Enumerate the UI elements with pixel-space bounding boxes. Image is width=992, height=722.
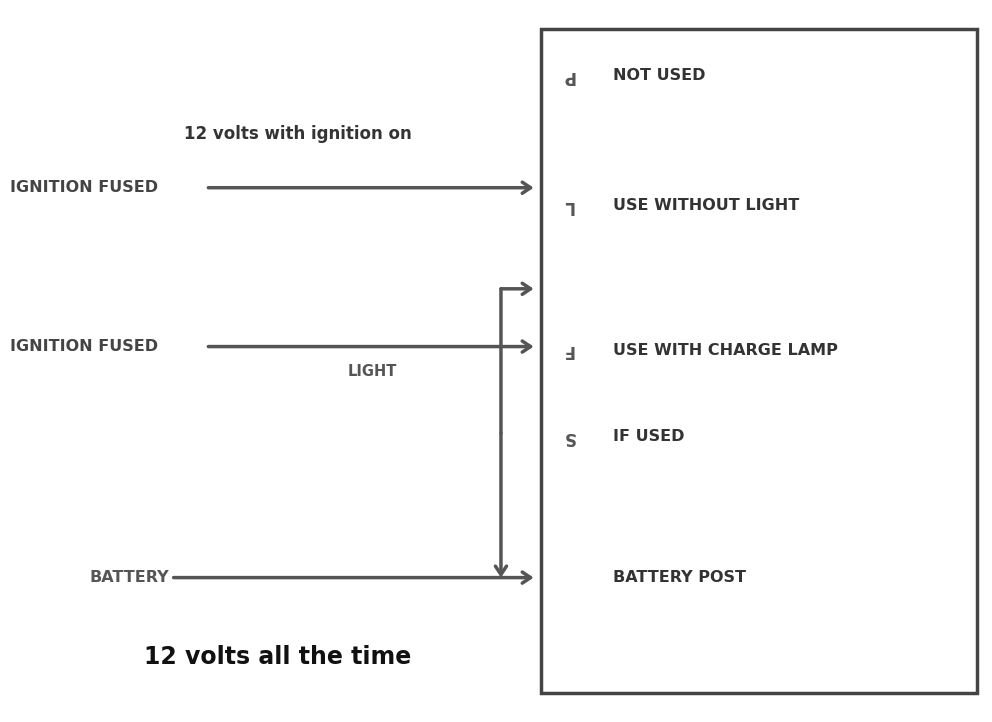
Text: IGNITION FUSED: IGNITION FUSED bbox=[10, 180, 158, 195]
Text: NOT USED: NOT USED bbox=[613, 69, 705, 83]
Text: P: P bbox=[562, 67, 574, 84]
Text: S: S bbox=[562, 428, 574, 445]
Text: USE WITH CHARGE LAMP: USE WITH CHARGE LAMP bbox=[613, 343, 838, 357]
Text: F: F bbox=[562, 342, 573, 359]
Text: USE WITHOUT LIGHT: USE WITHOUT LIGHT bbox=[613, 199, 800, 213]
Text: 12 volts with ignition on: 12 volts with ignition on bbox=[184, 125, 412, 142]
Text: IF USED: IF USED bbox=[613, 430, 684, 444]
Bar bbox=[541, 29, 977, 693]
Text: BATTERY POST: BATTERY POST bbox=[613, 570, 746, 585]
Text: 12 volts all the time: 12 volts all the time bbox=[144, 645, 412, 669]
Text: IGNITION FUSED: IGNITION FUSED bbox=[10, 339, 158, 354]
Text: L: L bbox=[562, 197, 573, 214]
Text: LIGHT: LIGHT bbox=[347, 365, 397, 379]
Text: BATTERY: BATTERY bbox=[89, 570, 169, 585]
